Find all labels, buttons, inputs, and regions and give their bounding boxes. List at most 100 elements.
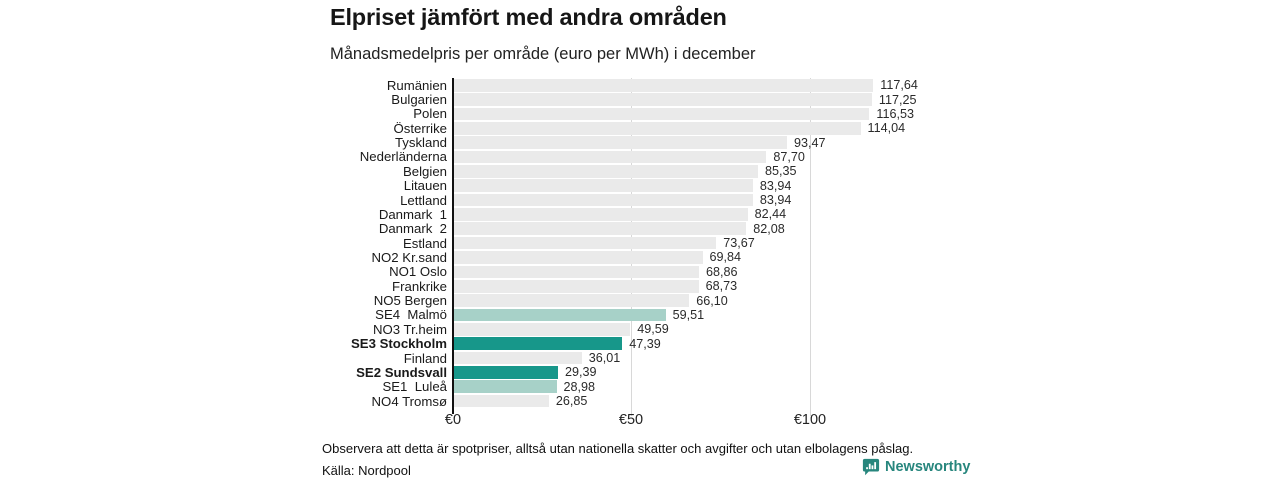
bar-row: SE4 Malmö 59,51 [330,307,918,323]
bar-label: Österrike [393,120,448,136]
x-axis-tick-0: €0 [444,412,462,428]
value-label: 87,70 [773,149,805,164]
value-label: 93,47 [794,135,826,150]
newsworthy-wordmark: Newsworthy [885,459,971,475]
value-label: 82,08 [753,221,785,236]
value-label: 29,39 [565,365,597,380]
newsworthy-logo: Newsworthy [862,458,970,476]
bar [453,208,748,221]
bar-row: NO5 Bergen 66,10 [330,293,918,308]
bar-track: 66,10 [453,293,728,308]
bar-track: 26,85 [453,394,588,409]
bar [453,279,699,293]
bar-track: 68,73 [453,279,738,294]
bar-label: Finland [403,350,447,366]
bar-track: 29,39 [453,365,597,380]
bar-row: Rumänien 117,64 [330,77,918,93]
bar [453,93,872,106]
bar-row: Litauen 83,94 [330,178,918,194]
value-label: 68,86 [706,264,738,279]
bar-label: Danmark 2 [378,221,447,237]
bar-track: 117,25 [453,92,917,107]
bar-label: NO1 Oslo [389,264,447,280]
bar [453,308,666,322]
bar [453,136,787,149]
bar-label: SE1 Luleå [382,379,447,395]
bar-row: Belgien 85,35 [330,163,918,179]
bar-row: Polen 116,53 [330,106,918,121]
bar-label: Bulgarien [391,92,447,108]
bar-track: 116,53 [453,106,914,121]
bar [453,222,747,236]
newsworthy-icon [862,458,880,476]
bar [453,294,690,307]
bar-row: Österrike 114,04 [330,120,918,136]
bar-track: 69,84 [453,250,741,264]
gridline-100 [810,78,811,416]
value-label: 73,67 [723,236,755,251]
bar-label: Danmark 1 [378,206,447,222]
value-label: 68,73 [705,279,738,294]
bar-row: Finland 36,01 [330,350,918,366]
bar [453,179,753,193]
bar-track: 36,01 [453,351,621,365]
value-label: 82,44 [754,207,787,222]
bar-label: Litauen [403,178,447,194]
bar-track: 49,59 [453,322,669,337]
bar-row: Nederländerna 87,70 [330,149,918,164]
value-label: 85,35 [765,164,797,179]
bar [453,121,861,135]
bar [453,78,874,92]
x-axis-tick-100: €100 [793,412,827,428]
y-axis-line [452,78,454,414]
source-label: Källa: Nordpool [322,463,411,478]
bar-row: Danmark 2 82,08 [330,221,918,237]
bar-row: NO3 Tr.heim 49,59 [330,322,918,337]
bar [453,150,767,164]
bar [453,322,631,336]
bar-label: Lettland [400,192,447,208]
bar-track: 93,47 [453,135,826,150]
value-label: 49,59 [637,322,669,337]
value-label: 117,25 [878,92,917,107]
bar [453,351,582,365]
bar-track: 59,51 [453,307,705,322]
bar-track: 82,44 [453,207,787,222]
value-label: 66,10 [696,293,728,308]
chart-subtitle: Månadsmedelpris per område (euro per MWh… [330,45,756,63]
bar-label: Frankrike [392,278,447,294]
value-label: 47,39 [629,336,661,351]
value-label: 116,53 [876,106,914,121]
bar [453,236,717,250]
bar-track: 85,35 [453,164,797,179]
bar-label: NO4 Tromsø [371,393,447,409]
value-label: 83,94 [759,193,792,208]
bar-track: 83,94 [453,178,792,193]
bar-row: NO2 Kr.sand 69,84 [330,250,918,265]
bar-track: 28,98 [453,380,595,394]
value-label: 59,51 [672,307,705,322]
bar-track: 114,04 [453,121,905,135]
bar-label: NO2 Kr.sand [371,250,448,265]
bar-track: 87,70 [453,149,805,164]
x-axis-tick-50: €50 [618,412,644,428]
value-label: 36,01 [588,351,621,365]
bar [453,366,558,379]
bar-row: Lettland 83,94 [330,192,918,208]
bar-row: Tyskland 93,47 [330,135,918,151]
bar-label: SE3 Stockholm [350,336,447,352]
bar-label: Rumänien [386,77,447,93]
value-label: 26,85 [555,394,588,409]
bar-row: Danmark 1 82,44 [330,206,918,222]
bar [453,337,623,350]
bar-label: SE4 Malmö [375,307,447,323]
bar-row: NO1 Oslo 68,86 [330,264,918,280]
value-label: 83,94 [759,178,792,193]
bar-track: 47,39 [453,336,661,351]
bar-label: Belgien [403,163,447,179]
bar-label: Tyskland [394,135,447,151]
bar [453,193,753,207]
bar-track: 73,67 [453,236,755,251]
bar-track: 83,94 [453,193,792,208]
bar-rows: Rumänien 117,64 Bulgarien 117,25 Polen 116,53… [330,77,918,409]
